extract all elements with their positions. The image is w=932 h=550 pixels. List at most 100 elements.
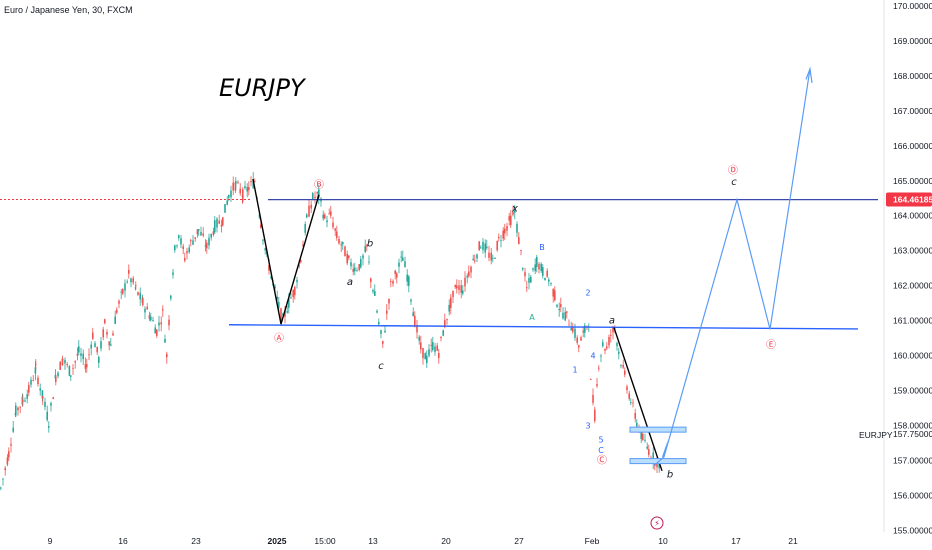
candle-body <box>116 309 118 313</box>
candle-body <box>308 205 310 217</box>
candle-body <box>348 255 350 259</box>
price-tick-label: 157.00000 <box>893 455 932 465</box>
candle-body <box>64 359 66 364</box>
candle-body <box>368 261 370 263</box>
wave-label: b <box>367 239 373 250</box>
candle-body <box>288 298 290 308</box>
candle-body <box>610 335 612 336</box>
candle-body <box>92 332 94 339</box>
symbol-label: EURJPY <box>859 430 893 440</box>
candle-body <box>110 344 112 346</box>
candle-body <box>448 304 450 312</box>
candle-body <box>94 343 96 348</box>
time-tick-label: 16 <box>118 536 128 546</box>
candle-body <box>514 210 516 213</box>
candle-body <box>162 309 164 311</box>
candle-body <box>346 253 348 264</box>
candle-body <box>462 290 464 294</box>
candle-body <box>424 353 426 360</box>
candle-body <box>50 403 52 406</box>
chart-legend: Euro / Japanese Yen, 30, FXCM <box>4 5 133 15</box>
candle-body <box>528 278 530 283</box>
candle-body <box>128 269 130 274</box>
candle-body <box>57 372 59 377</box>
candle-body <box>250 181 252 183</box>
candle-body <box>556 304 558 307</box>
candle-body <box>296 279 298 283</box>
candle-body <box>620 365 622 366</box>
candle-body <box>278 301 280 308</box>
candle-body <box>364 245 366 253</box>
candle-body <box>404 261 406 268</box>
candle-body <box>220 224 223 227</box>
candle-body <box>384 330 386 333</box>
candle-body <box>564 311 566 321</box>
candle-body <box>636 422 638 427</box>
candle-body <box>96 346 98 353</box>
candle-body <box>30 379 32 385</box>
price-tick-label: 158.00000 <box>893 420 932 430</box>
candle-body <box>302 244 304 247</box>
candle-body <box>476 254 478 259</box>
candle-body <box>12 427 14 432</box>
time-tick-label: 13 <box>368 536 378 546</box>
candle-body <box>292 289 294 297</box>
candle-body <box>466 275 468 278</box>
candle-body <box>70 375 72 377</box>
candle-body <box>324 214 326 219</box>
candle-body <box>450 297 452 308</box>
candle-body <box>114 316 116 324</box>
candle-body <box>452 290 454 298</box>
candle-body <box>568 324 570 326</box>
candle-body <box>108 341 110 346</box>
candle-body <box>34 367 37 374</box>
candle-body <box>420 342 422 350</box>
candle-body <box>24 400 26 402</box>
candle-body <box>100 341 102 349</box>
candle-body <box>0 487 2 489</box>
wave-label: Ⓔ <box>766 339 776 351</box>
candle-body <box>584 325 586 333</box>
candle-body <box>286 311 288 313</box>
candle-body <box>648 449 650 455</box>
candle-body <box>239 188 241 194</box>
candle-body <box>630 402 632 404</box>
candle-body <box>276 296 278 300</box>
candle-body <box>552 288 554 297</box>
candle-body <box>478 241 480 251</box>
wave-label: 1 <box>572 365 577 374</box>
candle-body <box>186 251 188 254</box>
candle-body <box>548 279 550 282</box>
candle-body <box>102 329 104 338</box>
candle-body <box>172 272 174 275</box>
candle-body <box>82 353 84 360</box>
candle-body <box>546 270 548 277</box>
candle-body <box>244 186 246 189</box>
wave-label: 4 <box>590 352 595 361</box>
chart-title: EURJPY <box>219 74 307 102</box>
candle-body <box>168 319 170 326</box>
candle-body <box>80 353 82 356</box>
price-tick-label: 170.00000 <box>893 1 932 11</box>
candle-body <box>500 240 502 242</box>
candle-body <box>280 308 282 321</box>
candle-body <box>174 245 176 251</box>
wave-label: x <box>511 204 518 215</box>
candle-body <box>526 287 528 289</box>
candle-body <box>342 241 344 245</box>
time-tick-label: 23 <box>191 536 201 546</box>
candle-body <box>270 275 272 279</box>
candle-body <box>352 268 354 272</box>
candle-body <box>218 220 220 224</box>
candle-body <box>652 452 654 463</box>
candle-body <box>600 355 602 357</box>
wave-label: C <box>598 446 604 455</box>
candle-body <box>39 388 41 391</box>
wave-label: Ⓓ <box>728 164 738 176</box>
candle-body <box>512 211 514 215</box>
candle-body <box>2 478 4 480</box>
candle-body <box>300 260 302 263</box>
candle-body <box>22 399 24 403</box>
price-tick-label: 164.00000 <box>893 211 932 221</box>
